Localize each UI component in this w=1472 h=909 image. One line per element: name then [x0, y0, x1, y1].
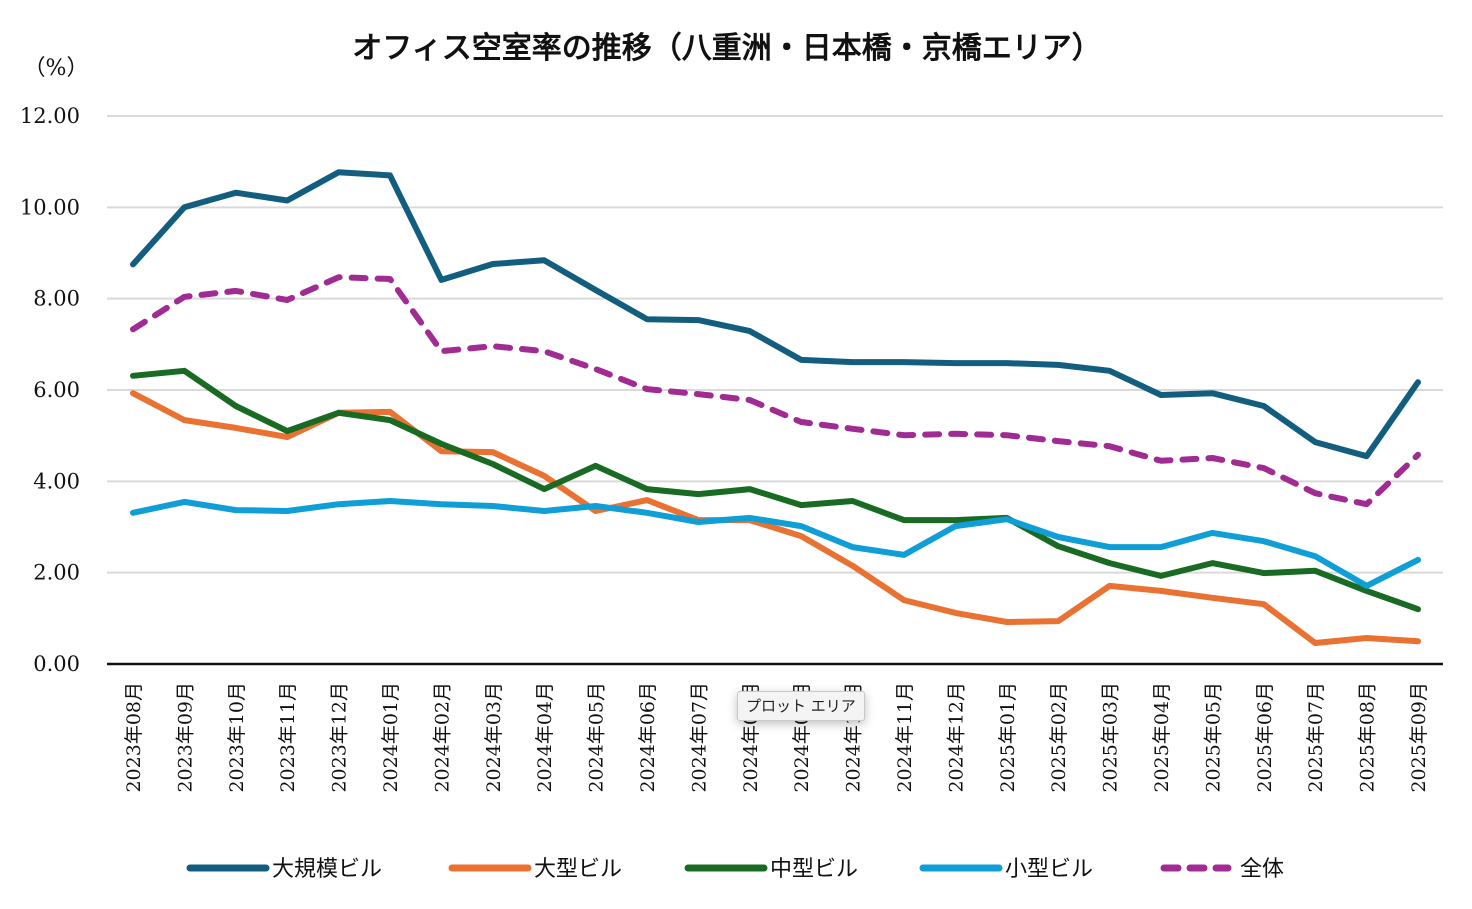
- legend-label: 小型ビル: [1005, 857, 1093, 882]
- series-line-0[interactable]: [130, 169, 1421, 460]
- x-tick-label: 2024年03月: [483, 682, 505, 793]
- legend-label: 全体: [1240, 857, 1284, 882]
- legend-item: 全体: [1160, 857, 1284, 882]
- x-tick-label: 2025年04月: [1151, 682, 1173, 793]
- y-axis-unit-label: （%）: [24, 56, 89, 81]
- x-tick-label: 2023年11月: [277, 682, 299, 793]
- legend: 大規模ビル 大型ビル 中型ビル 小型ビル 全体: [186, 857, 1284, 882]
- x-tick-label: 2025年03月: [1100, 682, 1122, 793]
- x-tick-label: 2024年04月: [534, 682, 556, 793]
- series-line-3[interactable]: [130, 498, 1421, 589]
- x-tick-label: 2023年10月: [226, 682, 248, 793]
- y-axis-ticks: 0.00 2.00 4.00 6.00 8.00 10.00 12.00: [20, 104, 80, 676]
- y-tick-label: 2.00: [33, 561, 80, 585]
- x-tick-label: 2025年08月: [1357, 682, 1379, 793]
- x-tick-label: 2024年06月: [637, 682, 659, 793]
- x-tick-label: 2023年12月: [329, 682, 351, 793]
- x-tick-label: 2024年02月: [431, 682, 453, 793]
- x-tick-label: 2023年09月: [174, 682, 196, 793]
- chart-title: オフィス空室率の推移（八重洲・日本橋・京橋エリア）: [352, 31, 1101, 66]
- x-tick-label: 2025年05月: [1202, 682, 1224, 793]
- x-tick-label: 2024年11月: [894, 682, 916, 793]
- legend-label: 中型ビル: [770, 857, 858, 882]
- x-tick-label: 2024年07月: [688, 682, 710, 793]
- y-tick-label: 6.00: [33, 378, 80, 402]
- x-axis-ticks: 2023年08月 2023年09月 2023年10月 2023年11月 2023年12月…: [123, 682, 1430, 793]
- legend-label: 大型ビル: [534, 857, 622, 882]
- x-tick-label: 2025年07月: [1305, 682, 1327, 793]
- x-tick-label: 2024年01月: [380, 682, 402, 793]
- y-tick-label: 10.00: [20, 195, 80, 219]
- legend-item: 大規模ビル: [186, 857, 382, 882]
- plot-area-tooltip: プロット エリア: [737, 691, 865, 721]
- legend-label: 大規模ビル: [272, 857, 382, 882]
- legend-item: 中型ビル: [684, 857, 858, 882]
- y-tick-label: 8.00: [33, 287, 80, 311]
- legend-item: 大型ビル: [448, 857, 622, 882]
- gridlines: [107, 115, 1443, 574]
- x-tick-label: 2025年09月: [1408, 682, 1430, 793]
- y-tick-label: 12.00: [20, 104, 80, 128]
- x-tick-label: 2025年01月: [997, 682, 1019, 793]
- series-line-4[interactable]: [130, 274, 1421, 508]
- x-tick-label: 2023年08月: [123, 682, 145, 793]
- x-tick-label: 2025年02月: [1048, 682, 1070, 793]
- x-tick-label: 2025年06月: [1254, 682, 1276, 793]
- y-tick-label: 4.00: [33, 469, 80, 493]
- series-line-2[interactable]: [130, 367, 1421, 613]
- plot-area[interactable]: [130, 169, 1421, 646]
- x-tick-label: 2024年12月: [945, 682, 967, 793]
- y-tick-label: 0.00: [33, 652, 80, 676]
- x-tick-label: 2024年05月: [586, 682, 608, 793]
- legend-item: 小型ビル: [919, 857, 1093, 882]
- series-line-1[interactable]: [130, 390, 1421, 646]
